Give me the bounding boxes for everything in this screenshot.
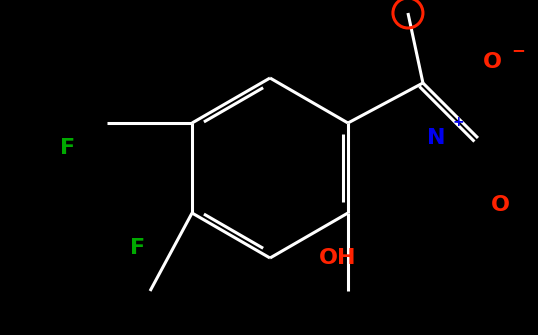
Text: O: O [483, 52, 501, 72]
Text: F: F [130, 238, 146, 258]
Text: N: N [427, 128, 445, 148]
Text: F: F [60, 138, 75, 158]
Text: O: O [491, 195, 509, 215]
Text: +: + [452, 115, 464, 129]
Text: OH: OH [319, 248, 357, 268]
Text: −: − [511, 41, 525, 59]
